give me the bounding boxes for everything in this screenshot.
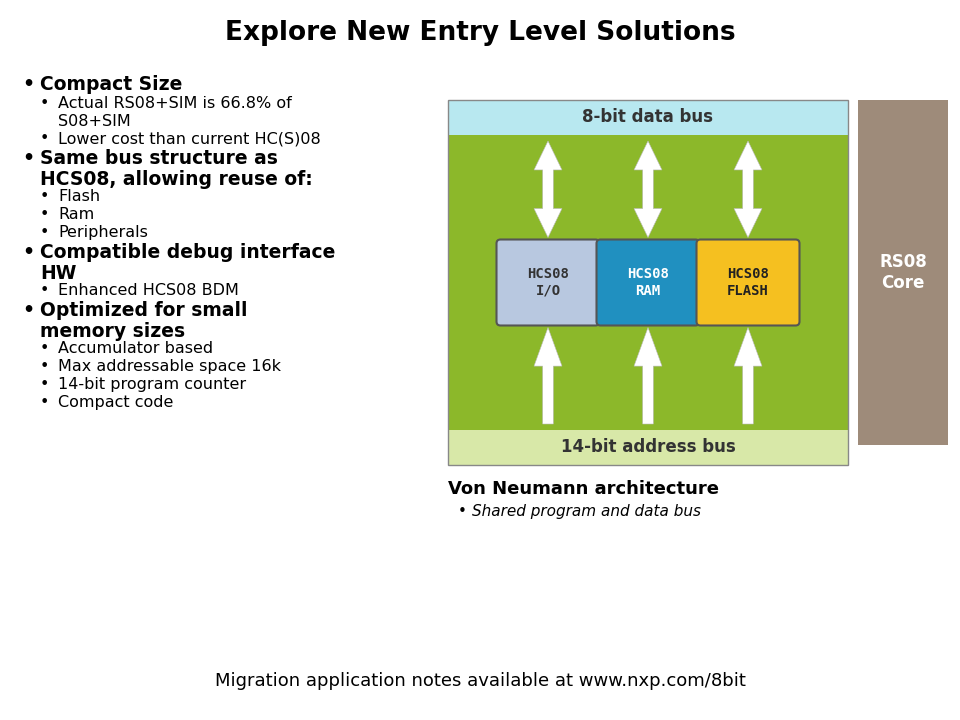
Polygon shape — [534, 328, 562, 424]
Text: Ram: Ram — [58, 207, 94, 222]
Text: Optimized for small: Optimized for small — [40, 301, 248, 320]
Bar — [448, 430, 848, 465]
Text: Accumulator based: Accumulator based — [58, 341, 213, 356]
Text: Same bus structure as: Same bus structure as — [40, 149, 277, 168]
Text: 8-bit data bus: 8-bit data bus — [583, 109, 713, 127]
Text: •: • — [40, 131, 49, 146]
Polygon shape — [734, 328, 762, 424]
Polygon shape — [734, 141, 762, 238]
Text: HCS08
RAM: HCS08 RAM — [627, 267, 669, 297]
Text: Explore New Entry Level Solutions: Explore New Entry Level Solutions — [225, 20, 735, 46]
Text: HCS08
I/O: HCS08 I/O — [527, 267, 569, 297]
Text: Compact code: Compact code — [58, 395, 174, 410]
Text: RS08
Core: RS08 Core — [879, 253, 926, 292]
Text: •: • — [40, 283, 49, 298]
Text: •: • — [40, 189, 49, 204]
Text: Von Neumann architecture: Von Neumann architecture — [448, 480, 719, 498]
Text: •: • — [22, 301, 35, 320]
Text: •: • — [40, 359, 49, 374]
Text: •: • — [40, 207, 49, 222]
FancyBboxPatch shape — [596, 240, 700, 325]
Text: Enhanced HCS08 BDM: Enhanced HCS08 BDM — [58, 283, 239, 298]
Text: S08+SIM: S08+SIM — [58, 114, 131, 129]
Text: Shared program and data bus: Shared program and data bus — [472, 504, 701, 519]
Bar — [448, 100, 848, 465]
Bar — [448, 100, 848, 135]
Text: HW: HW — [40, 264, 77, 283]
Text: •: • — [22, 243, 35, 262]
Text: Lower cost than current HC(S)08: Lower cost than current HC(S)08 — [58, 131, 321, 146]
Text: •: • — [22, 75, 35, 94]
Polygon shape — [634, 328, 662, 424]
FancyBboxPatch shape — [496, 240, 599, 325]
Text: •: • — [40, 96, 49, 111]
FancyBboxPatch shape — [697, 240, 800, 325]
Bar — [858, 100, 948, 445]
Text: 14-bit address bus: 14-bit address bus — [561, 438, 735, 456]
Text: Migration application notes available at www.nxp.com/8bit: Migration application notes available at… — [215, 672, 745, 690]
Text: Flash: Flash — [58, 189, 100, 204]
Bar — [448, 135, 848, 430]
Polygon shape — [634, 141, 662, 238]
Text: •: • — [40, 395, 49, 410]
Text: Max addressable space 16k: Max addressable space 16k — [58, 359, 281, 374]
Text: Compatible debug interface: Compatible debug interface — [40, 243, 335, 262]
Text: •: • — [40, 341, 49, 356]
Text: 14-bit program counter: 14-bit program counter — [58, 377, 246, 392]
Text: Compact Size: Compact Size — [40, 75, 182, 94]
Text: HCS08
FLASH: HCS08 FLASH — [727, 267, 769, 297]
Text: Actual RS08+SIM is 66.8% of: Actual RS08+SIM is 66.8% of — [58, 96, 292, 111]
Text: •: • — [458, 504, 467, 519]
Text: •: • — [40, 377, 49, 392]
Polygon shape — [534, 141, 562, 238]
Text: memory sizes: memory sizes — [40, 322, 185, 341]
Text: HCS08, allowing reuse of:: HCS08, allowing reuse of: — [40, 170, 313, 189]
Text: •: • — [22, 149, 35, 168]
Text: •: • — [40, 225, 49, 240]
Text: Peripherals: Peripherals — [58, 225, 148, 240]
